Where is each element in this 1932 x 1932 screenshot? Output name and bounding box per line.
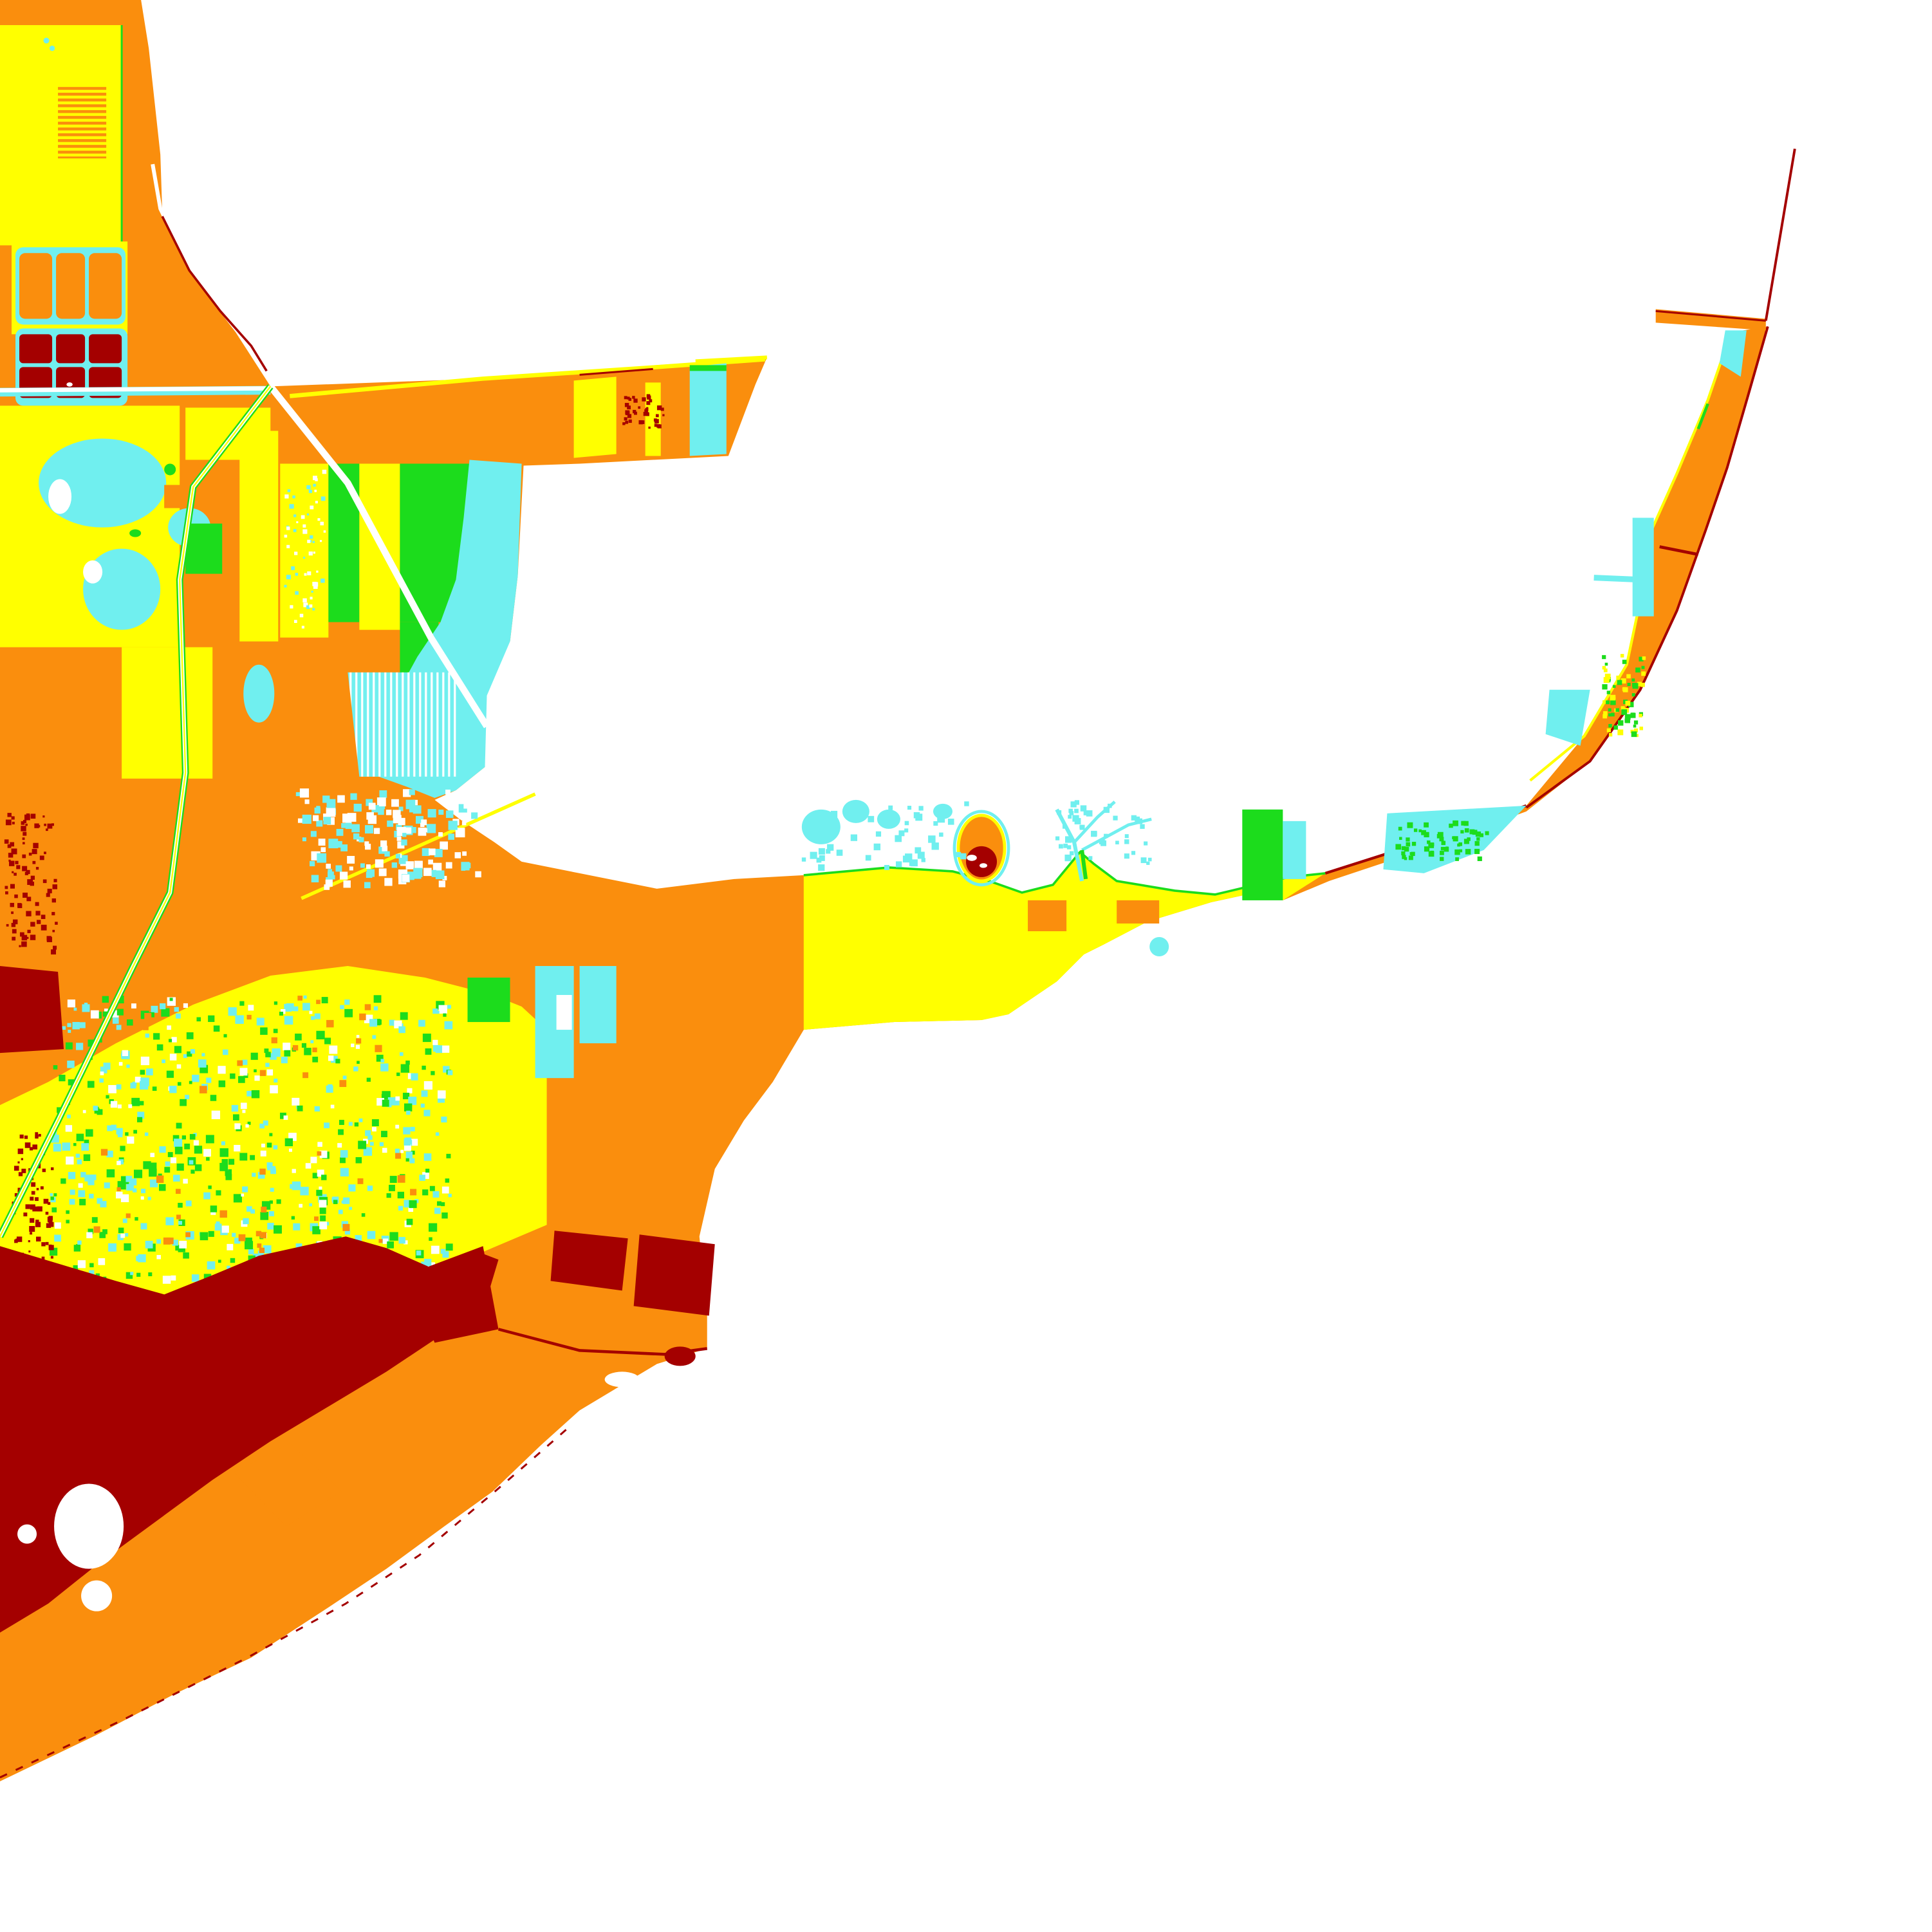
wetland-green-dot-2 [129, 529, 142, 537]
sand-patch-2 [639, 1379, 659, 1391]
estuary-marsh-speckle [295, 785, 481, 890]
wedge-green-line [689, 365, 727, 371]
baystrip-yellow [803, 851, 1326, 1030]
darkred-rect-1 [550, 1231, 628, 1291]
walled-pond-speck1 [967, 855, 977, 861]
marsh-blob-3 [877, 809, 900, 829]
wedge-top-line [290, 357, 766, 398]
sand-patch-1 [604, 1371, 640, 1388]
creek-green-stem [1080, 850, 1088, 880]
walled-pond-speck2 [980, 863, 988, 868]
mosaic-yellow-1 [280, 463, 329, 638]
wedge-top-darkline [579, 367, 653, 376]
coast-road-darkline [161, 216, 268, 372]
band-orange-streak [234, 1443, 342, 1527]
eaststrip-green-dash-1 [1696, 403, 1709, 430]
marsh-blob-2 [842, 799, 869, 823]
mosaic-speckle [284, 469, 327, 629]
eaststrip-cyan-arm [1593, 575, 1639, 583]
wetland-white-1 [48, 479, 72, 514]
wetland-green-dot-1 [164, 463, 176, 476]
town-orange-dots [93, 996, 417, 1261]
wedge-speckle [622, 394, 665, 429]
walled-pond-ring [952, 810, 1010, 887]
band-white-hole-2 [81, 1580, 113, 1612]
eaststrip-cyan-1 [1719, 330, 1747, 377]
wetland-cyan-2 [83, 548, 161, 630]
pond-dot-2 [49, 45, 55, 51]
wedge-cyan-col [689, 363, 727, 456]
eaststrip-green-speckle [1602, 654, 1646, 738]
baystrip-orange-2 [1117, 900, 1160, 924]
town-white-gap [556, 995, 572, 1030]
dark-block-speck [66, 382, 73, 387]
darkred-rect-2 [633, 1234, 715, 1316]
eaststrip-darkred-streak [1659, 545, 1699, 556]
field-yellow-strip [239, 431, 279, 642]
road-diagonal [268, 384, 490, 729]
spit-darkline [1655, 310, 1766, 322]
creek-finger-3 [1081, 817, 1152, 851]
field-cyan-blob [243, 664, 275, 723]
baystrip-cyan-blob [1149, 936, 1169, 956]
paddock-3 [89, 253, 122, 319]
wetland-white-2 [83, 560, 103, 584]
paddock-1 [19, 253, 53, 319]
town-green-rect [467, 978, 510, 1023]
darkred-coastal-band [0, 1236, 499, 1633]
walled-pond-dark [966, 846, 998, 877]
wedge-yellow-tip [695, 355, 767, 364]
coast-darkred-bulge [664, 1346, 696, 1366]
triangle-green-speckle [1395, 820, 1489, 861]
estuary-hatch [348, 672, 456, 777]
wedge-yellow-col [573, 376, 617, 458]
baystrip-green-col [1242, 809, 1283, 900]
marsh-speckle-west [801, 801, 969, 871]
breakwater-line [1764, 148, 1796, 321]
darkred-wedge [405, 1246, 499, 1343]
baystrip-orange-1 [1028, 900, 1067, 931]
mosaic-green-1 [328, 463, 360, 622]
darkred-speckle-strip1 [4, 813, 58, 955]
wetland-cyan-1 [39, 438, 167, 528]
causeway [301, 792, 536, 900]
baystrip-cyan-col [1283, 821, 1306, 879]
paddock-2 [56, 253, 86, 319]
pond-dot-1 [43, 37, 50, 44]
band-white-hole-1 [54, 1483, 124, 1569]
dark-block-3 [89, 334, 122, 364]
darkred-patch-west [0, 966, 64, 1054]
town-yellow [0, 966, 547, 1335]
field-yellow-col [122, 647, 213, 779]
band-white-hole-3 [17, 1524, 37, 1544]
eaststrip-outer-line [1525, 326, 1769, 809]
road-west [0, 386, 271, 393]
town-cyan-col-2 [579, 966, 617, 1044]
road-south-center [0, 385, 272, 1237]
dark-block-1 [19, 334, 53, 364]
eaststrip-cyan-3 [1545, 689, 1590, 746]
dark-block-2 [56, 334, 86, 364]
eaststrip-cyan-2 [1632, 517, 1654, 617]
field-green-mid [185, 523, 223, 574]
orchard-striped-block [58, 87, 107, 159]
coast-darkred-dashes [0, 1429, 567, 1779]
creek-speckle [1055, 800, 1152, 865]
